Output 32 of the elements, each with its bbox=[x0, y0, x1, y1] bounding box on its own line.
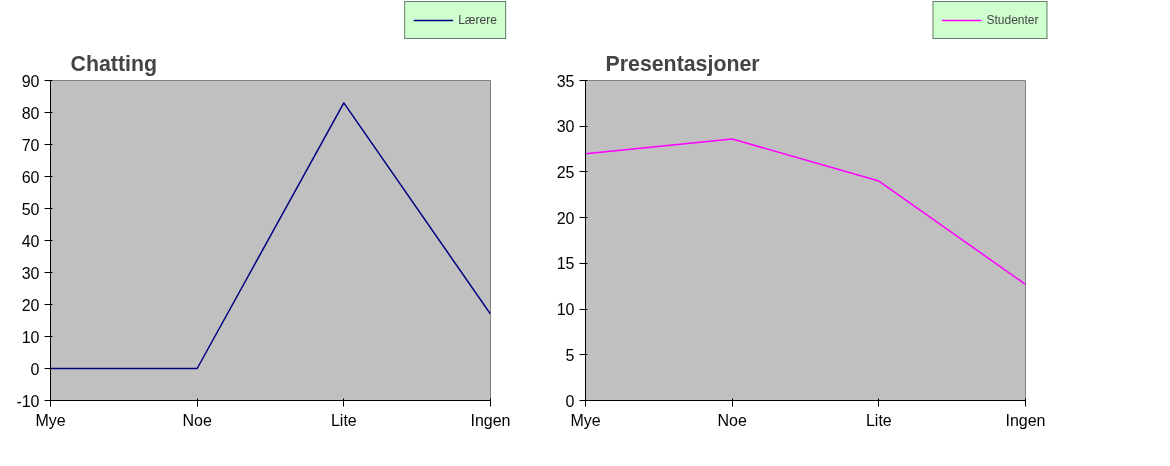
y-tick-label: 90 bbox=[21, 72, 40, 90]
x-tick-label: Lite bbox=[865, 411, 892, 429]
line-series bbox=[585, 138, 1026, 286]
y-tick-label: 20 bbox=[556, 209, 575, 227]
y-tick-label: 70 bbox=[21, 136, 40, 154]
y-tick-label: -10 bbox=[16, 392, 40, 410]
y-tick-label: 60 bbox=[21, 168, 40, 186]
x-tick-label: Ingen bbox=[1005, 411, 1046, 429]
y-tick-label: 0 bbox=[565, 392, 575, 410]
x-tick-label: Lite bbox=[330, 411, 357, 429]
y-tick-label: 30 bbox=[21, 264, 40, 282]
y-tick-label: 15 bbox=[556, 255, 575, 273]
legend-label: Studenter bbox=[986, 13, 1039, 27]
y-tick-label: 40 bbox=[21, 232, 40, 250]
x-tick-label: Noe bbox=[717, 411, 747, 429]
y-tick-label: 20 bbox=[21, 296, 40, 314]
chart-title: Chatting bbox=[70, 51, 157, 76]
y-tick-label: 50 bbox=[21, 200, 40, 218]
y-tick-label: 0 bbox=[30, 360, 40, 378]
x-tick-label: Mye bbox=[570, 411, 601, 429]
y-tick-label: 10 bbox=[21, 328, 40, 346]
y-tick-label: 80 bbox=[21, 104, 40, 122]
y-tick-label: 30 bbox=[556, 118, 575, 136]
legend-label: Lærere bbox=[458, 13, 497, 27]
y-tick-label: 5 bbox=[565, 346, 575, 364]
x-tick-label: Ingen bbox=[470, 411, 511, 429]
x-tick-label: Noe bbox=[182, 411, 212, 429]
y-tick-label: 10 bbox=[556, 301, 575, 319]
y-tick-label: 25 bbox=[556, 163, 575, 181]
x-tick-label: Mye bbox=[35, 411, 66, 429]
y-tick-label: 35 bbox=[556, 72, 575, 90]
chart-title: Presentasjoner bbox=[605, 51, 760, 76]
